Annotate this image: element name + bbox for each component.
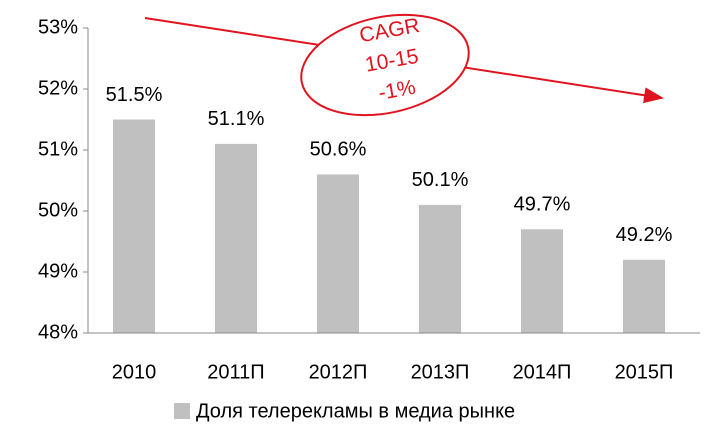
y-tick-label: 50% xyxy=(38,199,78,221)
data-label: 49.7% xyxy=(514,194,571,216)
x-tick-label: 2015П xyxy=(615,361,674,383)
bar xyxy=(521,229,563,333)
data-label: 50.6% xyxy=(310,139,367,161)
x-tick-label: 2014П xyxy=(513,361,572,383)
y-tick-label: 52% xyxy=(38,77,78,99)
data-label: 51.1% xyxy=(208,108,265,130)
data-label: 50.1% xyxy=(412,169,469,191)
y-tick-label: 51% xyxy=(38,138,78,160)
annotation-ellipse xyxy=(300,13,470,117)
x-tick-label: 2012П xyxy=(309,361,368,383)
bar xyxy=(419,204,461,333)
bar xyxy=(623,259,665,333)
y-tick-label: 49% xyxy=(38,260,78,282)
legend-label: Доля телерекламы в медиа рынке xyxy=(196,400,515,422)
data-label: 51.5% xyxy=(106,84,163,106)
bar xyxy=(215,143,257,333)
x-tick-label: 2011П xyxy=(207,361,264,383)
data-label: 49.2% xyxy=(616,224,673,246)
legend-swatch xyxy=(174,403,190,419)
x-tick-label: 2013П xyxy=(411,361,470,383)
y-tick-label: 53% xyxy=(38,16,78,38)
x-tick-label: 2010 xyxy=(112,361,157,383)
y-tick-label: 48% xyxy=(38,321,78,343)
bar xyxy=(317,174,359,333)
bar xyxy=(113,119,155,333)
